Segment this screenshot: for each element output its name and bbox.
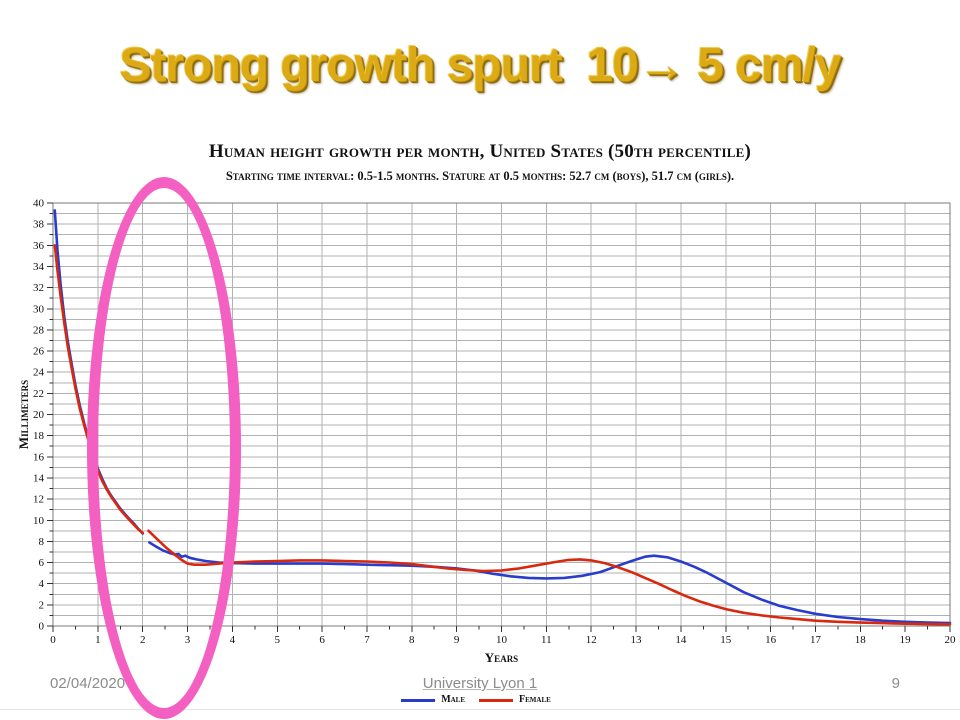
svg-text:34: 34: [33, 261, 45, 273]
svg-text:16: 16: [765, 634, 777, 646]
svg-text:20: 20: [945, 634, 957, 646]
svg-text:Millimeters: Millimeters: [16, 380, 31, 449]
svg-text:11: 11: [541, 634, 552, 646]
svg-text:24: 24: [33, 367, 45, 379]
footer-page-number: 9: [891, 675, 900, 692]
svg-text:18: 18: [33, 430, 45, 442]
svg-text:4: 4: [39, 578, 45, 590]
footer-date: 02/04/2020: [50, 675, 126, 692]
svg-text:7: 7: [364, 634, 370, 646]
svg-text:15: 15: [720, 634, 732, 646]
svg-text:Years: Years: [485, 650, 518, 665]
footer-institution: University Lyon 1: [422, 675, 538, 692]
highlight-ellipse: [87, 177, 241, 719]
svg-text:6: 6: [39, 557, 45, 569]
svg-text:30: 30: [33, 303, 45, 315]
svg-text:12: 12: [586, 634, 597, 646]
svg-text:32: 32: [33, 282, 44, 294]
svg-text:19: 19: [900, 634, 912, 646]
svg-text:0: 0: [50, 634, 56, 646]
svg-text:13: 13: [631, 634, 643, 646]
svg-text:12: 12: [33, 494, 44, 506]
legend-line-male: [401, 699, 436, 702]
svg-text:10: 10: [496, 634, 508, 646]
svg-text:20: 20: [33, 409, 45, 421]
svg-text:6: 6: [319, 634, 325, 646]
svg-text:0: 0: [39, 621, 45, 633]
chart-subtitle: Starting time interval: 0.5-1.5 months. …: [225, 169, 735, 183]
svg-text:17: 17: [810, 634, 822, 646]
svg-text:28: 28: [33, 324, 45, 336]
chart-legend: Male Female: [0, 694, 960, 705]
svg-text:9: 9: [454, 634, 460, 646]
svg-text:16: 16: [33, 451, 45, 463]
svg-text:2: 2: [39, 599, 45, 611]
svg-text:8: 8: [409, 634, 415, 646]
svg-text:14: 14: [675, 634, 687, 646]
svg-text:5: 5: [275, 634, 281, 646]
footer-center: University Lyon 1 Male Female: [0, 675, 960, 705]
svg-text:1: 1: [95, 634, 101, 646]
legend-label-female: Female: [519, 694, 551, 705]
svg-text:4: 4: [230, 634, 236, 646]
legend-line-female: [479, 699, 514, 702]
svg-text:18: 18: [855, 634, 867, 646]
svg-text:14: 14: [33, 472, 45, 484]
svg-text:8: 8: [39, 536, 45, 548]
chart-title: Human height growth per month, United St…: [208, 141, 752, 162]
bottom-divider: [0, 709, 960, 710]
svg-text:36: 36: [33, 240, 45, 252]
svg-text:40: 40: [33, 198, 45, 210]
svg-text:10: 10: [33, 515, 45, 527]
svg-text:22: 22: [33, 388, 44, 400]
slide-title: Strong growth spurt 10→ 5 cm/y: [119, 39, 841, 92]
svg-text:38: 38: [33, 219, 45, 231]
svg-text:26: 26: [33, 346, 45, 358]
legend-label-male: Male: [441, 694, 466, 705]
